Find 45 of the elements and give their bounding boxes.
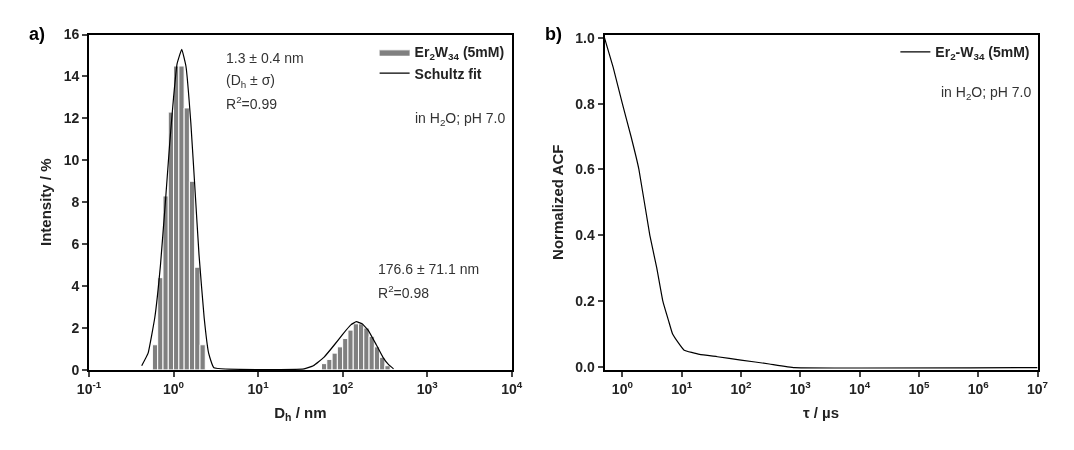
x-tick-label: 10$^{2}$ <box>332 378 354 397</box>
x-axis-title: D$_{h}$ / nm <box>274 404 327 424</box>
x-axis-title: τ / µs <box>802 404 840 422</box>
y-tick-label: 6 <box>71 236 80 253</box>
x-tick-label: 10$^{1}$ <box>247 378 270 397</box>
x-tick-label: 10$^{4}$ <box>501 378 523 397</box>
annotation: in H$_{2}$O; pH 7.0 <box>415 110 506 128</box>
annotation: 176.6 ± 71.1 nm <box>378 261 480 277</box>
y-tick-label: 0 <box>71 361 80 378</box>
x-tick-label: 10$^{3}$ <box>789 378 812 397</box>
y-tick-label: 0.8 <box>575 95 595 112</box>
x-tick-label: 10$^{6}$ <box>967 378 990 397</box>
y-tick-label: 0.4 <box>575 227 595 244</box>
x-tick-label: 10$^{0}$ <box>611 378 634 397</box>
y-tick-label: 2 <box>71 319 80 336</box>
y-tick-label: 10 <box>63 152 80 169</box>
annotation: 1.3 ± 0.4 nm <box>226 50 304 66</box>
y-tick-label: 0.0 <box>575 358 595 375</box>
x-tick-label: 10$^{4}$ <box>849 378 871 397</box>
chart-title: a) <box>29 24 46 44</box>
legend-label: Er$_{2}$W$_{34}$ (5mM) <box>414 44 505 63</box>
y-tick-label: 8 <box>71 194 80 211</box>
x-tick-label: 10$^{7}$ <box>1027 378 1049 397</box>
x-tick-label: 10$^{1}$ <box>671 378 693 397</box>
y-axis-title: Normalized ACF <box>549 144 566 260</box>
x-tick-label: 10$^{5}$ <box>908 378 930 397</box>
annotation: in H$_{2}$O; pH 7.0 <box>941 84 1032 102</box>
y-tick-label: 16 <box>63 26 80 43</box>
y-tick-label: 0.2 <box>575 292 595 309</box>
legend-label: Schultz fit <box>414 65 482 82</box>
annotation: (D$_{h}$ ± σ) <box>226 72 275 90</box>
y-axis-title: Intensity / % <box>37 158 55 246</box>
y-tick-label: 12 <box>63 110 80 127</box>
x-tick-label: 10$^{-1}$ <box>76 378 102 397</box>
annotation: R$^{2}$=0.98 <box>378 283 430 301</box>
y-tick-label: 1.0 <box>575 29 595 46</box>
legend-label: Er$_{2}$-W$_{34}$ (5mM) <box>935 44 1030 63</box>
y-tick-label: 14 <box>63 68 80 85</box>
annotation: R$^{2}$=0.99 <box>226 94 278 112</box>
x-tick-label: 10$^{2}$ <box>730 378 753 397</box>
x-tick-label: 10$^{3}$ <box>416 378 439 397</box>
y-tick-label: 0.6 <box>575 161 595 178</box>
y-tick-label: 4 <box>71 277 80 294</box>
x-tick-label: 10$^{0}$ <box>163 378 185 397</box>
chart-title: b) <box>545 24 562 44</box>
